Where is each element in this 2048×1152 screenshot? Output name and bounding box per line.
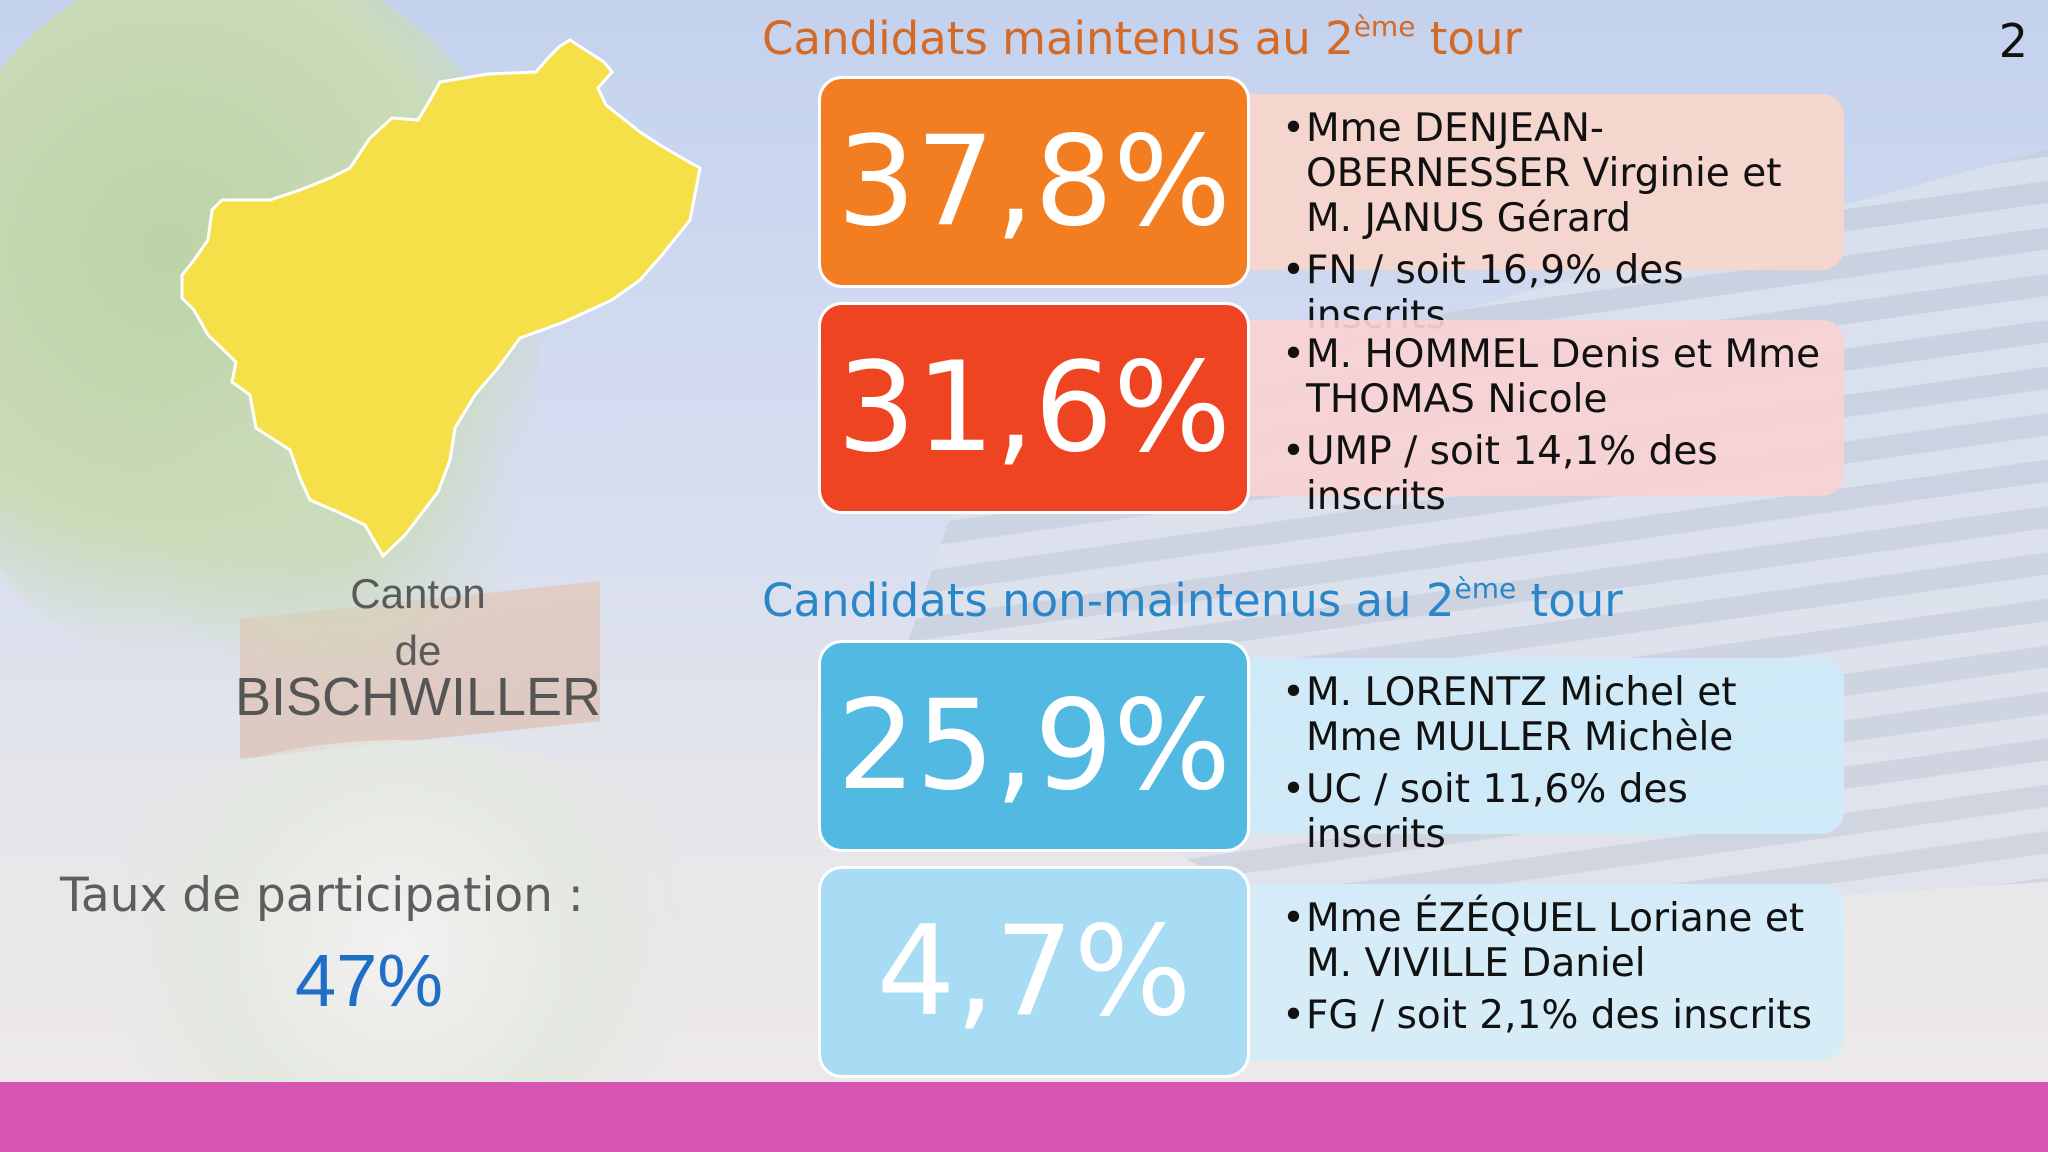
percentage-box: 4,7% bbox=[818, 866, 1250, 1078]
candidate-names: M. LORENTZ Michel et Mme MULLER Michèle bbox=[1282, 670, 1828, 760]
not-kept-candidates-title: Candidats non-maintenus au 2ème tour bbox=[762, 572, 1623, 627]
candidate-info-list: M. HOMMEL Denis et Mme THOMAS Nicole UMP… bbox=[1282, 332, 1828, 519]
candidate-names: M. HOMMEL Denis et Mme THOMAS Nicole bbox=[1282, 332, 1828, 422]
candidate-party-detail: UC / soit 11,6% des inscrits bbox=[1282, 767, 1828, 857]
kept-title-text: Candidats maintenus au 2 bbox=[762, 12, 1354, 65]
candidate-info-list: Mme DENJEAN-OBERNESSER Virginie et M. JA… bbox=[1282, 106, 1828, 338]
footer-bar bbox=[0, 1082, 2048, 1152]
candidate-names: Mme DENJEAN-OBERNESSER Virginie et M. JA… bbox=[1282, 106, 1828, 241]
percentage-box: 25,9% bbox=[818, 640, 1250, 852]
candidate-party-detail: UMP / soit 14,1% des inscrits bbox=[1282, 429, 1828, 519]
percentage-box: 31,6% bbox=[818, 302, 1250, 514]
kept-title-suffix: tour bbox=[1415, 12, 1522, 65]
candidate-info-list: Mme ÉZÉQUEL Loriane et M. VIVILLE Daniel… bbox=[1282, 896, 1828, 1038]
candidate-names: Mme ÉZÉQUEL Loriane et M. VIVILLE Daniel bbox=[1282, 896, 1828, 986]
kept-title-superscript: ème bbox=[1353, 10, 1416, 43]
canton-label-line1: Canton bbox=[350, 570, 486, 617]
canton-name: BISCHWILLER bbox=[234, 667, 602, 727]
candidate-info-panel: Mme ÉZÉQUEL Loriane et M. VIVILLE Daniel… bbox=[1238, 884, 1844, 1060]
percentage-box: 37,8% bbox=[818, 76, 1250, 288]
page-number: 2 bbox=[1998, 14, 2028, 68]
candidate-info-panel: M. HOMMEL Denis et Mme THOMAS Nicole UMP… bbox=[1238, 320, 1844, 519]
not-kept-title-text: Candidats non-maintenus au 2 bbox=[762, 574, 1455, 627]
candidate-party-detail: FG / soit 2,1% des inscrits bbox=[1282, 993, 1828, 1038]
canton-map-shape bbox=[180, 38, 702, 559]
kept-candidates-title: Candidats maintenus au 2ème tour bbox=[762, 10, 1522, 65]
candidate-info-panel: M. LORENTZ Michel et Mme MULLER Michèle … bbox=[1238, 658, 1844, 857]
not-kept-title-superscript: ème bbox=[1454, 572, 1517, 605]
candidate-info-panel: Mme DENJEAN-OBERNESSER Virginie et M. JA… bbox=[1238, 94, 1844, 338]
candidate-info-list: M. LORENTZ Michel et Mme MULLER Michèle … bbox=[1282, 670, 1828, 857]
participation-label: Taux de participation : bbox=[60, 868, 584, 923]
participation-value: 47% bbox=[295, 939, 444, 1022]
canton-label-line2: de bbox=[394, 627, 442, 674]
not-kept-title-suffix: tour bbox=[1516, 574, 1623, 627]
